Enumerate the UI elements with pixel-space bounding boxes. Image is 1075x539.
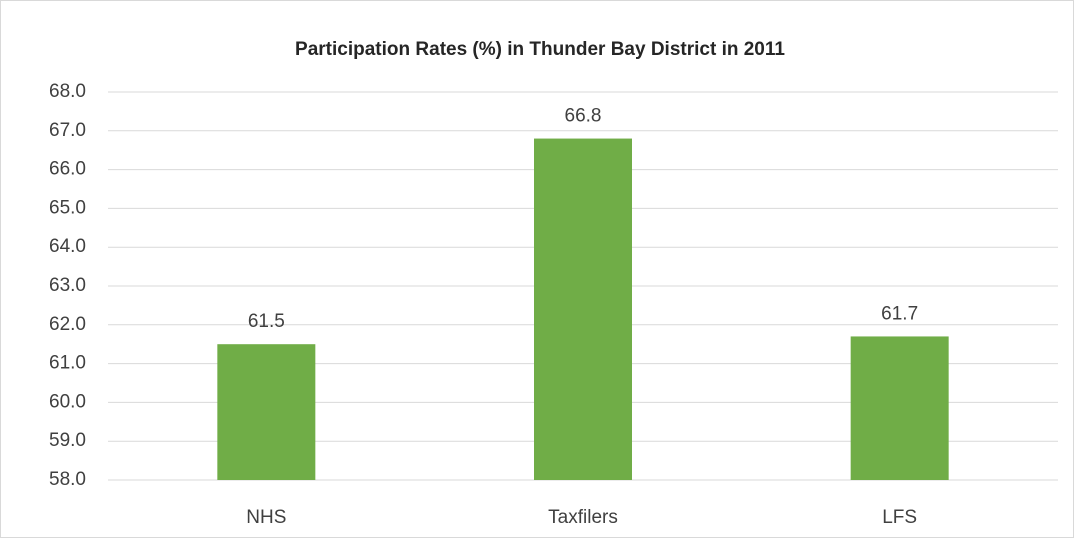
y-tick-label: 61.0 [49,353,86,374]
bar [217,344,316,480]
y-tick-label: 62.0 [49,314,86,335]
bar [850,336,949,480]
y-tick-label: 63.0 [49,275,86,296]
y-tick-label: 66.0 [49,159,86,180]
y-tick-label: 59.0 [49,430,86,451]
y-tick-label: 68.0 [49,81,86,102]
y-tick-label: 58.0 [49,469,86,490]
y-tick-label: 67.0 [49,120,86,141]
y-tick-label: 65.0 [49,197,86,218]
y-tick-label: 60.0 [49,391,86,412]
data-label: 61.5 [248,311,285,332]
y-tick-label: 64.0 [49,236,86,257]
data-label: 66.8 [565,106,602,127]
chart-title: Participation Rates (%) in Thunder Bay D… [295,39,785,60]
x-tick-label: LFS [882,507,917,528]
data-label: 61.7 [881,303,918,324]
x-tick-label: NHS [246,507,286,528]
bar [534,138,632,480]
x-tick-label: Taxfilers [548,507,618,528]
